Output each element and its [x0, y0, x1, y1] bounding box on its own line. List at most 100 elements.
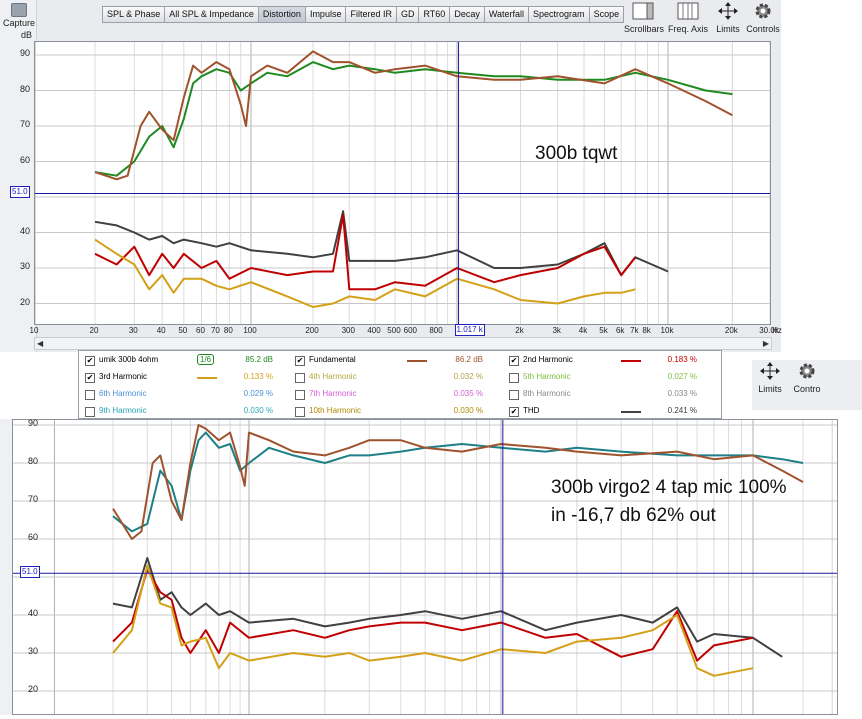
scroll-left-icon[interactable]: ◀: [37, 339, 44, 348]
legend-checkbox[interactable]: [295, 390, 305, 400]
legend-value: 0.133 %: [243, 372, 273, 381]
legend-swatch: [621, 360, 641, 362]
limits-icon: [760, 362, 780, 380]
bottom-controls-label: Contro: [793, 384, 821, 394]
tab-distortion[interactable]: Distortion: [258, 6, 306, 23]
series-line-h3: [94, 238, 636, 308]
limits-tool[interactable]: Limits: [714, 0, 742, 34]
bottom-chart-title: 300b virgo2 4 tap mic 100% in -16,7 db 6…: [551, 474, 787, 530]
graph-tabs: SPL & Phase All SPL & Impedance Distorti…: [102, 6, 625, 23]
x-tick-label: 50: [178, 326, 188, 335]
tab-decay[interactable]: Decay: [450, 6, 485, 23]
series-line-green: [94, 61, 733, 177]
legend-checkbox[interactable]: ✔: [295, 356, 305, 366]
bottom-plot-frame: [12, 419, 838, 715]
legend-swatch: [197, 377, 217, 379]
y-tick-label: 20: [19, 296, 30, 307]
x-tick-label: 2k: [515, 326, 524, 335]
controls-label: Controls: [746, 24, 780, 34]
controls-tool[interactable]: Controls: [746, 0, 780, 34]
cursor-freq-marker[interactable]: 1.017 k: [454, 324, 485, 336]
y-tick-label: 70: [19, 119, 30, 129]
x-tick-label: 20: [89, 326, 99, 335]
legend-value: 0.035 %: [453, 389, 483, 398]
legend-value: 0.027 %: [667, 372, 697, 381]
x-tick-label: 80: [223, 326, 233, 335]
legend-value: 85.2 dB: [245, 355, 273, 364]
tab-spectrogram[interactable]: Spectrogram: [529, 6, 590, 23]
limits-label: Limits: [716, 24, 740, 34]
tab-impulse[interactable]: Impulse: [305, 6, 347, 23]
top-chart[interactable]: [34, 42, 771, 324]
x-tick-label: 8k: [642, 326, 651, 335]
y-unit-label: dB: [20, 30, 32, 40]
x-tick-label: 400: [367, 326, 381, 335]
legend-checkbox[interactable]: ✔: [85, 356, 95, 366]
series-line-fundamental: [94, 50, 733, 181]
x-tick-label: 500: [387, 326, 401, 335]
legend-checkbox[interactable]: ✔: [509, 356, 519, 366]
legend-checkbox[interactable]: [85, 390, 95, 400]
bottom-limits-tool[interactable]: Limits: [752, 360, 788, 394]
series-line-h2: [112, 568, 754, 662]
legend-checkbox[interactable]: ✔: [85, 373, 95, 383]
legend-checkbox[interactable]: [509, 390, 519, 400]
cursor-level-marker[interactable]: 51.0: [20, 566, 40, 579]
tab-scope[interactable]: Scope: [589, 6, 625, 23]
y-tick-label: 90: [19, 48, 30, 58]
scrollbars-tool[interactable]: Scrollbars: [624, 0, 664, 34]
tab-filtered-ir[interactable]: Filtered IR: [346, 6, 397, 23]
legend-checkbox[interactable]: [509, 373, 519, 383]
legend-checkbox[interactable]: [295, 407, 305, 417]
legend-label: THD: [523, 406, 540, 415]
legend-checkbox[interactable]: [85, 407, 95, 417]
freq-axis-tool[interactable]: Freq. Axis: [668, 0, 708, 34]
x-unit-label: Hz: [772, 326, 782, 335]
bottom-chart[interactable]: [13, 420, 837, 714]
x-tick-label: 7k: [630, 326, 639, 335]
legend-checkbox[interactable]: ✔: [509, 407, 519, 417]
legend-label: 5th Harmonic: [523, 372, 571, 381]
horizontal-scrollbar[interactable]: ◀ ▶: [34, 337, 772, 350]
scrollbars-icon: [632, 2, 654, 20]
capture-button[interactable]: Capture: [2, 2, 36, 34]
y-tick-label: 40: [27, 608, 38, 618]
tab-gd[interactable]: GD: [396, 6, 420, 23]
bottom-controls-tool[interactable]: Contro: [790, 360, 824, 394]
tab-waterfall[interactable]: Waterfall: [484, 6, 530, 23]
bottom-limits-label: Limits: [758, 384, 782, 394]
bottom-chart-title-line2: in -16,7 db 62% out: [551, 505, 716, 526]
legend-value: 0.030 %: [453, 406, 483, 415]
series-line-h2: [94, 213, 637, 291]
x-tick-label: 70: [210, 326, 220, 335]
legend-value: 0.183 %: [667, 355, 697, 364]
smoothing-badge[interactable]: 1/6: [197, 354, 215, 365]
top-plot-frame: [34, 41, 771, 325]
y-tick-label: 20: [27, 684, 38, 694]
series-line-fundamental: [112, 424, 804, 540]
legend-value: 0.030 %: [243, 406, 273, 415]
scroll-right-icon[interactable]: ▶: [762, 339, 769, 348]
x-tick-label: 40: [156, 326, 166, 335]
freq-axis-label: Freq. Axis: [668, 24, 709, 34]
y-tick-label: 60: [19, 154, 30, 165]
x-tick-label: 60: [196, 326, 205, 335]
x-tick-label: 30: [128, 326, 138, 335]
tab-all-spl-impedance[interactable]: All SPL & Impedance: [165, 6, 259, 23]
cursor-level-marker[interactable]: 51.0: [10, 186, 30, 199]
series-line-thd: [112, 557, 783, 658]
series-line-teal: [112, 431, 804, 533]
tab-rt60[interactable]: RT60: [419, 6, 451, 23]
tab-spl-phase[interactable]: SPL & Phase: [102, 6, 166, 23]
legend-label: Fundamental: [309, 355, 356, 364]
bottom-toolbar: Limits Contro: [752, 360, 862, 410]
x-tick-label: 100: [243, 326, 257, 335]
limits-icon: [718, 2, 738, 20]
legend-swatch: [621, 411, 641, 413]
y-tick-label: 30: [27, 646, 38, 656]
legend-label: 4th Harmonic: [309, 372, 357, 381]
legend-checkbox[interactable]: [295, 373, 305, 383]
x-tick-label: 30.0k: [759, 326, 779, 335]
series-line-thd: [94, 210, 669, 277]
top-chart-title: 300b tqwt: [535, 143, 618, 164]
